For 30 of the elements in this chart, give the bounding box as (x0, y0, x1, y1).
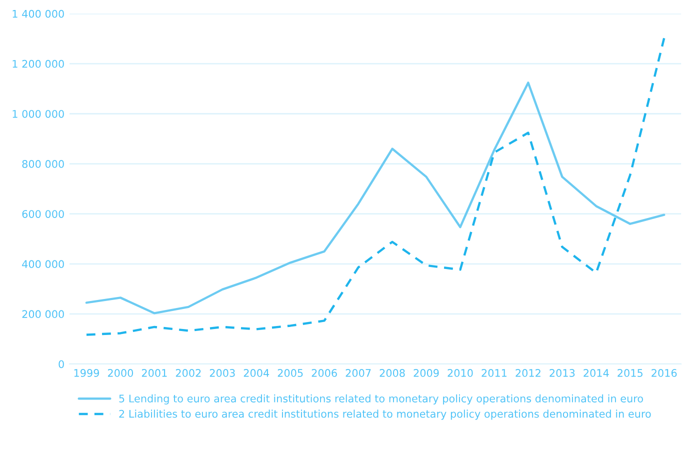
y-tick-label: 0 (58, 360, 64, 368)
x-tick-label: 2006 (312, 369, 337, 377)
x-tick-label: 2008 (380, 369, 405, 377)
x-tick-label: 1999 (74, 369, 100, 377)
x-tick-label: 2014 (584, 369, 609, 377)
y-tick-label: 1 200 000 (12, 60, 64, 68)
x-tick-label: 2011 (482, 369, 507, 377)
y-tick-label: 200 000 (22, 310, 64, 318)
x-tick-label: 2003 (210, 369, 235, 377)
x-tick-label: 2015 (618, 369, 642, 377)
y-tick-label: 800 000 (22, 160, 64, 168)
y-tick-label: 400 000 (22, 260, 64, 268)
x-tick-label: 2002 (176, 369, 201, 377)
x-tick-label: 2004 (244, 369, 270, 377)
line-series (85, 82, 666, 314)
x-tick-label: 2001 (142, 369, 167, 377)
x-tick-label: 2007 (346, 369, 371, 377)
line-series (85, 37, 666, 336)
y-tick-label: 1 000 000 (12, 110, 64, 118)
y-tick-label: 600 000 (22, 210, 64, 218)
x-tick-label: 2009 (414, 369, 439, 377)
legend-label: 5 Lending to euro area credit institutions related to monetary policy operations denominated in euro (119, 394, 643, 404)
legend-label: 2 Liabilities to euro area credit institutions related to monetary policy operations denominated in euro (119, 410, 651, 420)
x-tick-label: 2012 (516, 369, 540, 377)
x-tick-label: 2005 (278, 369, 303, 377)
x-tick-label: 2013 (550, 369, 575, 377)
x-tick-label: 2000 (108, 369, 134, 377)
y-tick-label: 1 400 000 (12, 10, 64, 18)
x-tick-label: 2016 (652, 369, 677, 377)
x-tick-label: 2010 (448, 369, 473, 377)
